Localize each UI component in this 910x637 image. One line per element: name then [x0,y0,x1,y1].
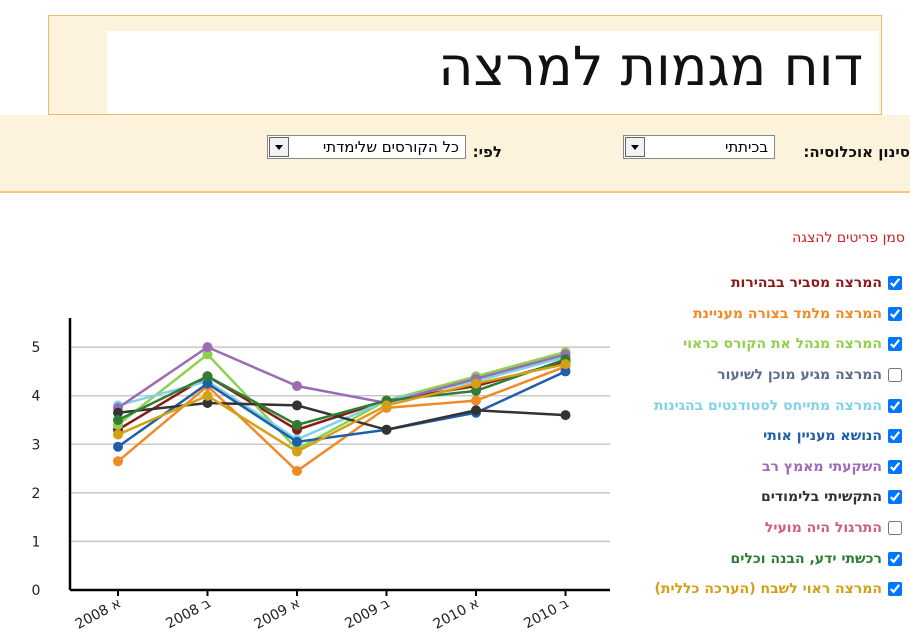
data-point [113,456,123,467]
legend-checkbox[interactable] [888,551,902,566]
header: דוח מגמות למרצה [48,15,882,115]
data-point [560,410,571,421]
population-dropdown[interactable]: בכיתתי [623,135,775,159]
series-line [117,370,567,448]
series-line [117,350,566,451]
y-tick-label: 0 [32,583,41,599]
legend-checkbox[interactable] [888,368,902,383]
legend-item[interactable]: המרצה מתייחס לסטודנטים בהגינות [654,390,902,421]
data-point [292,436,302,447]
data-point [113,441,123,452]
data-point [471,405,481,416]
series-line [117,345,566,409]
y-tick-label: 2 [32,486,41,502]
y-tick-label: 4 [32,389,41,405]
data-point [202,371,213,382]
data-point [202,342,213,353]
data-point [202,390,213,401]
by-value: כל הקורסים שלימדתי [322,138,459,156]
legend-item[interactable]: המרצה מנהל את הקורס כראוי [654,329,902,360]
data-point [202,398,213,408]
legend-item[interactable]: השקעתי מאמץ רב [654,452,902,483]
legend-checkbox[interactable] [888,398,902,413]
legend-label: התקשיתי בלימודים [761,489,882,506]
legend-item[interactable]: רכשתי ידע, הבנה וכלים [654,543,902,574]
legend-item[interactable]: המרצה מלמד בצורה מעניינת [654,299,902,330]
data-point [292,381,302,391]
data-point [292,466,302,476]
legend-checkbox[interactable] [888,459,902,474]
legend-checkbox[interactable] [888,337,902,352]
y-tick-label: 1 [32,534,41,550]
data-point [292,419,302,430]
legend-item[interactable]: התקשיתי בלימודים [654,482,902,513]
x-tick-label: א 2010 [431,595,482,632]
population-value: בכיתתי [724,138,768,156]
legend-label: השקעתי מאמץ רב [762,458,882,475]
series-line [117,355,566,441]
y-tick-label: 5 [32,340,41,356]
data-point [471,378,481,389]
x-tick-label: א 2009 [252,595,303,632]
legend: המרצה מסביר בבהירות המרצה מלמד בצורה מעני… [654,268,902,605]
data-point [381,424,392,435]
by-dropdown[interactable]: כל הקורסים שלימדתי [267,135,466,159]
legend-item[interactable]: המרצה ראוי לשבח (הערכה כללית) [654,574,902,605]
dropdown-arrow [269,137,289,157]
legend-item[interactable]: המרצה מסביר בבהירות [654,268,902,299]
data-point [202,378,213,389]
x-tick-label: א 2008 [73,595,124,632]
legend-item[interactable]: התרגול היה מועיל [654,513,902,544]
data-point [471,395,481,406]
data-point [202,349,213,360]
data-point [381,400,392,411]
series-line [117,362,566,454]
legend-checkbox[interactable] [888,276,902,291]
legend-checkbox[interactable] [888,306,902,321]
chart: 0 1 2 3 4 5 א 2008 ב 2008 א 2009 ב 2009 א 2010 ב 20… [32,318,610,633]
legend-label: המרצה מתייחס לסטודנטים בהגינות [653,397,882,414]
population-label: סינון אוכלוסיה: [803,143,910,161]
legend-label: המרצה ראוי לשבח (הערכה כללית) [654,581,883,598]
series-line [117,401,566,432]
page-title: דוח מגמות למרצה [438,35,863,98]
data-point [292,446,302,457]
series-line [117,365,566,473]
legend-title: סמן פריטים להצגה [792,230,905,246]
y-tick-label: 3 [32,437,41,453]
data-point [560,359,571,370]
legend-label: המרצה מלמד בצורה מעניינת [693,305,882,322]
series-line [117,358,566,427]
data-point [471,385,481,396]
legend-label: המרצה מנהל את הקורס כראוי [683,336,882,353]
data-point [113,429,123,440]
header-panel: דוח מגמות למרצה [107,31,879,114]
legend-label: התרגול היה מועיל [764,520,882,537]
x-tick-label: ב 2009 [342,595,392,632]
data-point [560,366,571,377]
data-point [113,407,123,418]
legend-label: המרצה מגיע מוכן לשיעור [717,367,882,384]
x-tick-label: ב 2010 [521,595,571,632]
data-point [292,400,302,411]
legend-item[interactable]: המרצה מגיע מוכן לשיעור [654,360,902,391]
data-point [113,415,123,425]
legend-label: המרצה מסביר בבהירות [730,275,882,292]
legend-item[interactable]: הנושא מעניין אותי [654,421,902,452]
legend-label: רכשתי ידע, הבנה וכלים [730,550,882,567]
legend-checkbox[interactable] [888,521,902,536]
filter-bar: סינון אוכלוסיה: בכיתתי לפי: כל הקורסים ש… [0,115,910,193]
legend-checkbox[interactable] [888,582,902,597]
by-label: לפי: [472,143,502,161]
legend-label: הנושא מעניין אותי [763,428,882,445]
x-tick-label: ב 2008 [163,595,213,632]
legend-checkbox[interactable] [888,429,902,444]
legend-checkbox[interactable] [888,490,902,505]
dropdown-arrow [625,137,645,157]
